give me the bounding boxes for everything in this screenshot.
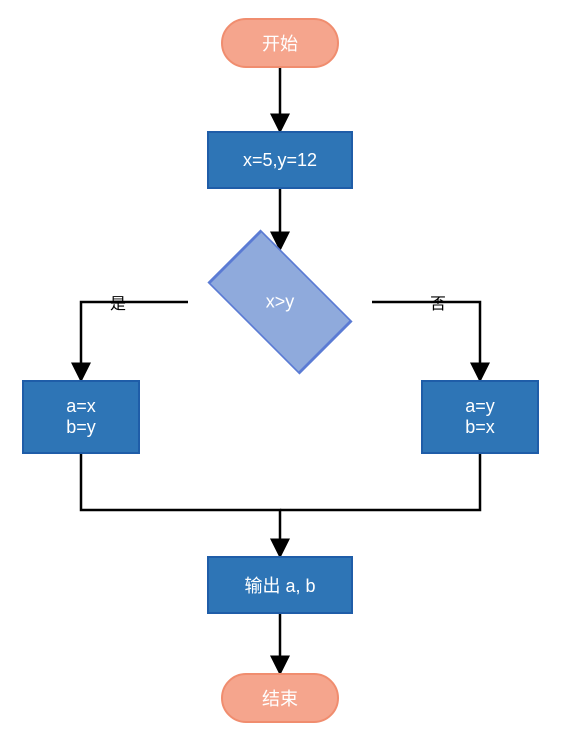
start-node: 开始 bbox=[221, 18, 339, 68]
init-label: x=5,y=12 bbox=[243, 150, 317, 171]
start-label: 开始 bbox=[262, 30, 298, 56]
edge-right-to-merge bbox=[280, 454, 480, 510]
end-node: 结束 bbox=[221, 673, 339, 723]
edge-cond-to-left bbox=[81, 302, 188, 380]
condition-label: x>y bbox=[266, 292, 295, 313]
right-branch-label: a=y b=x bbox=[465, 396, 495, 438]
edge-cond-to-right bbox=[372, 302, 480, 380]
flowchart-edges bbox=[0, 0, 567, 741]
init-node: x=5,y=12 bbox=[207, 131, 353, 189]
left-branch-label: a=x b=y bbox=[66, 396, 96, 438]
right-branch-node: a=y b=x bbox=[421, 380, 539, 454]
output-node: 输出 a, b bbox=[207, 556, 353, 614]
output-label: 输出 a, b bbox=[244, 572, 315, 598]
no-label: 否 bbox=[430, 290, 446, 314]
yes-label: 是 bbox=[110, 290, 126, 314]
end-label: 结束 bbox=[262, 685, 298, 711]
edge-left-to-merge bbox=[81, 454, 280, 556]
left-branch-node: a=x b=y bbox=[22, 380, 140, 454]
condition-node: x>y bbox=[188, 249, 372, 355]
